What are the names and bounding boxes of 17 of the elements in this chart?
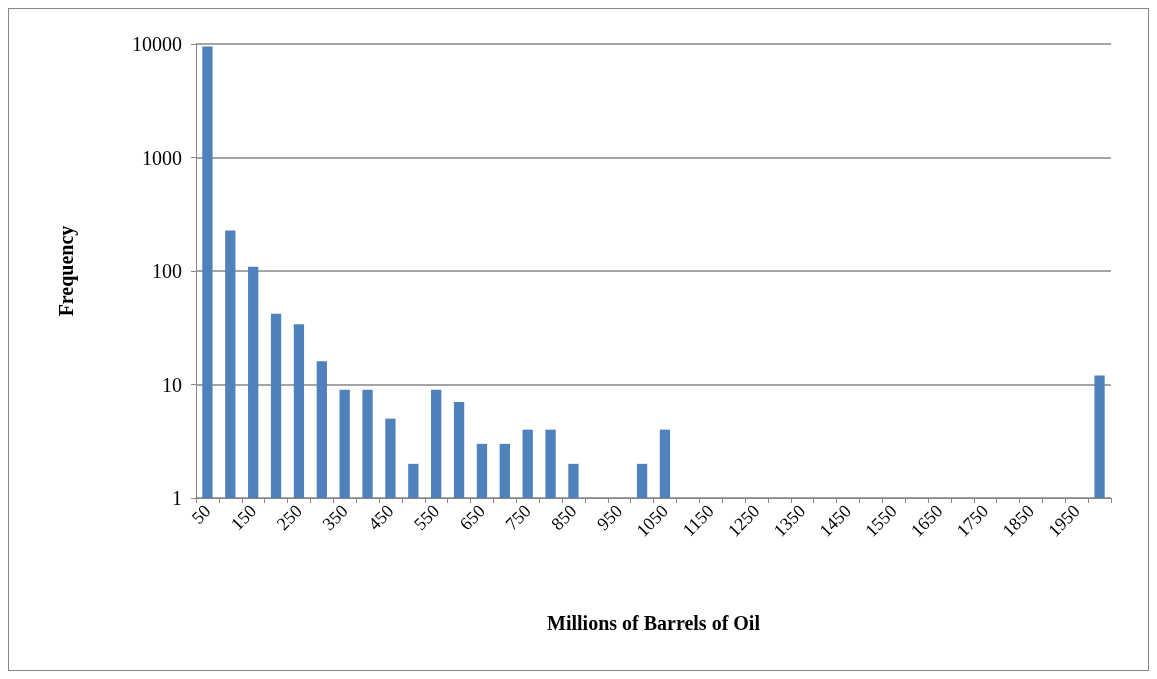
x-tick-label: 450 <box>364 500 398 535</box>
x-tick-label: 950 <box>593 500 627 535</box>
y-axis-title: Frequency <box>55 225 78 317</box>
y-tick-label: 1000 <box>142 146 182 169</box>
x-tick-label: 650 <box>455 500 490 535</box>
x-axis-title: Millions of Barrels of Oil <box>547 612 761 634</box>
y-tick-label: 1 <box>172 487 182 509</box>
x-tick-label: 150 <box>227 500 261 535</box>
y-tick-label: 10000 <box>132 33 182 55</box>
x-tick-label: 350 <box>318 500 352 535</box>
x-tick-label: 50 <box>187 500 215 528</box>
y-tick-label: 100 <box>152 260 182 282</box>
x-tick-label: 850 <box>547 500 581 535</box>
x-tick-label: 750 <box>501 500 535 535</box>
y-tick-label: 10 <box>162 373 182 396</box>
x-tick-label: 250 <box>272 500 307 535</box>
x-tick-label: 550 <box>410 500 444 535</box>
